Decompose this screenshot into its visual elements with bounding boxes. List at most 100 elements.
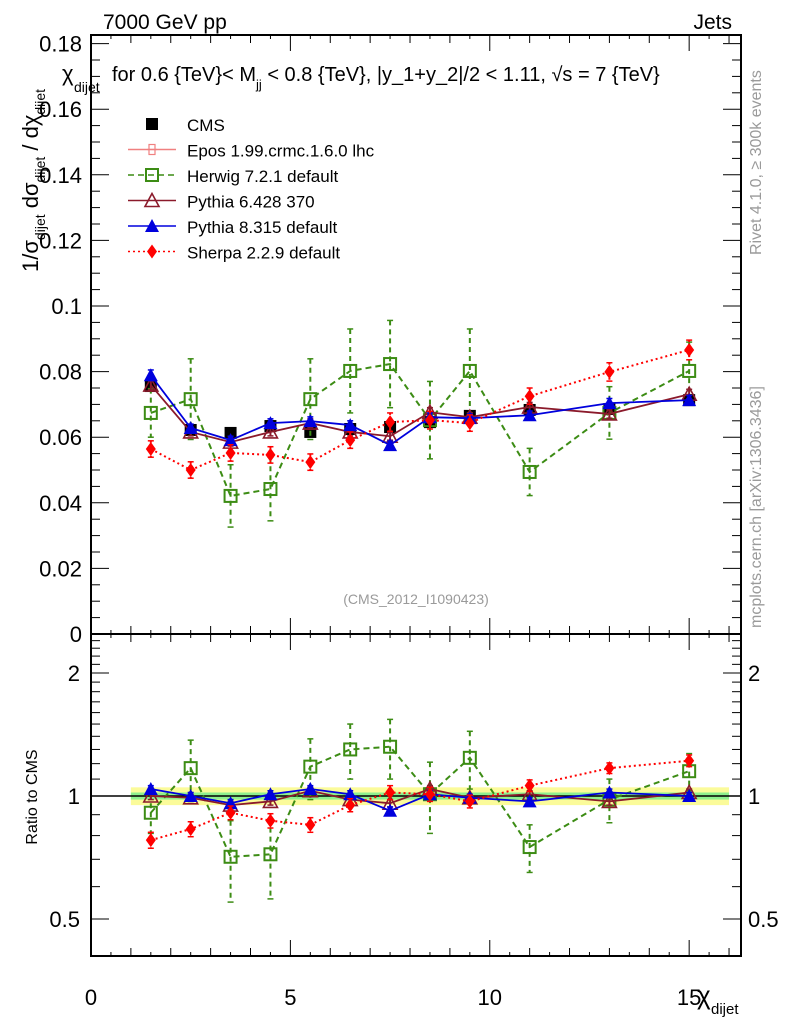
series-line [150, 788, 690, 807]
data-point [522, 840, 537, 855]
legend-entry: Pythia 6.428 370 [128, 191, 315, 212]
axes: 0 5 10 15 0 0.02 0.04 0.06 0.08 0.1 0.12 0.14 0.16 0.… [39, 32, 778, 1010]
ratio-y-tick-label-right: 1 [748, 784, 760, 809]
x-axis-label-chi: χ [697, 980, 711, 1010]
rivet-label: Rivet 4.1.0, ≥ 300k events [748, 70, 765, 255]
ratio-panel-frame [90, 633, 742, 957]
data-point [143, 368, 158, 382]
data-point [263, 787, 278, 801]
data-point [343, 742, 358, 757]
header-right-label: Jets [693, 11, 732, 34]
legend-marker [143, 191, 161, 208]
data-point [262, 423, 279, 439]
ratio-y-tick-label-right: 0.5 [748, 907, 779, 932]
data-point [183, 761, 198, 776]
main-y-tick-label: 0.16 [39, 97, 82, 122]
ylabel-part-a: 1/σ [18, 240, 43, 272]
data-point [185, 463, 196, 477]
data-point [183, 421, 198, 435]
data-point [682, 789, 697, 802]
data-point [524, 778, 535, 793]
legend: CMS Epos 1.99.crmc.1.6.0 lhc Herwig 7.2.1 … [128, 116, 375, 263]
data-point [601, 405, 618, 421]
title-prefix: χ [62, 61, 74, 86]
title-text: for 0.6 {TeV}< Mjj < 0.8 {TeV}, |y_1+y_2… [112, 64, 660, 92]
data-point [303, 414, 318, 428]
data-point [145, 833, 156, 848]
data-point [522, 408, 537, 422]
x-tick-label: 15 [677, 985, 701, 1010]
series-cms [144, 380, 696, 439]
data-point [183, 392, 198, 407]
x-tick-label: 5 [284, 985, 296, 1010]
data-point [462, 750, 477, 765]
data-point [223, 488, 238, 503]
main-y-axis-label: 1/σdijet dσdijet / dχdijet [18, 89, 48, 272]
data-point [263, 416, 278, 430]
series-line [150, 788, 690, 812]
series-herwig-7-2-1-default [143, 718, 697, 903]
legend-marker [147, 244, 157, 259]
series-line [150, 374, 690, 447]
data-point [604, 364, 615, 379]
legend-label: CMS [187, 116, 225, 135]
ylabel-part-b-sub: dijet [32, 157, 48, 183]
data-point [682, 393, 697, 407]
series-line [150, 759, 690, 842]
data-point [223, 433, 238, 447]
data-point [385, 785, 396, 800]
data-point [303, 759, 318, 774]
data-point [225, 445, 236, 460]
data-point [424, 413, 435, 428]
legend-label: Sherpa 2.2.9 default [187, 244, 340, 263]
title-main: for 0.6 {TeV}< M [112, 64, 256, 86]
ylabel-part-c-sub: dijet [32, 89, 48, 115]
series-sherpa-2-2-9-default [145, 339, 695, 479]
data-point [464, 416, 475, 431]
series-pythia-8-315-default [143, 782, 697, 817]
data-point [185, 822, 196, 837]
analysis-watermark: (CMS_2012_I1090423) [343, 591, 489, 607]
data-point [143, 782, 158, 796]
data-point [263, 482, 278, 497]
x-axis-label: χ dijet [697, 980, 739, 1018]
main-y-tick-label: 0.04 [39, 491, 82, 516]
legend-entry: CMS [146, 116, 225, 135]
legend-label: Epos 1.99.crmc.1.6.0 lhc [187, 142, 375, 161]
main-y-tick-label: 0.1 [51, 294, 82, 319]
data-point [263, 847, 278, 862]
x-tick-label: 0 [85, 985, 97, 1010]
data-point [602, 396, 617, 410]
data-point [143, 805, 158, 820]
data-point [464, 794, 475, 809]
legend-marker [145, 219, 159, 232]
main-y-tick-label: 0.06 [39, 425, 82, 450]
data-point [343, 418, 358, 432]
title-prefix-sub: dijet [74, 79, 100, 95]
x-tick-label: 10 [478, 985, 502, 1010]
data-point [424, 787, 435, 802]
header-left-label: 7000 GeV pp [103, 11, 227, 34]
legend-marker [145, 168, 159, 182]
ylabel-part-c: / dχ [18, 114, 43, 157]
data-point [602, 785, 617, 799]
data-point [522, 464, 537, 479]
data-point [303, 782, 318, 796]
legend-entry: Epos 1.99.crmc.1.6.0 lhc [128, 142, 375, 161]
series-line [150, 348, 690, 472]
data-point [145, 442, 156, 457]
title-suffix: < 0.8 {TeV}, |y_1+y_2|/2 < 1.11, √s = 7 … [262, 64, 660, 86]
main-y-tick-label: 0.08 [39, 360, 82, 385]
series-line [150, 362, 690, 498]
data-point [265, 447, 276, 462]
legend-entry: Pythia 8.315 default [128, 218, 338, 237]
series-sherpa-2-2-9-default [145, 753, 695, 849]
data-point [345, 433, 356, 448]
mcplots-label: mcplots.cern.ch [arXiv:1306.3436] [748, 386, 765, 628]
main-y-tick-label: 0.12 [39, 228, 82, 253]
data-point [682, 363, 697, 378]
data-point [305, 455, 316, 470]
data-point [142, 376, 160, 392]
ratio-y-tick-label: 0.5 [49, 907, 80, 932]
